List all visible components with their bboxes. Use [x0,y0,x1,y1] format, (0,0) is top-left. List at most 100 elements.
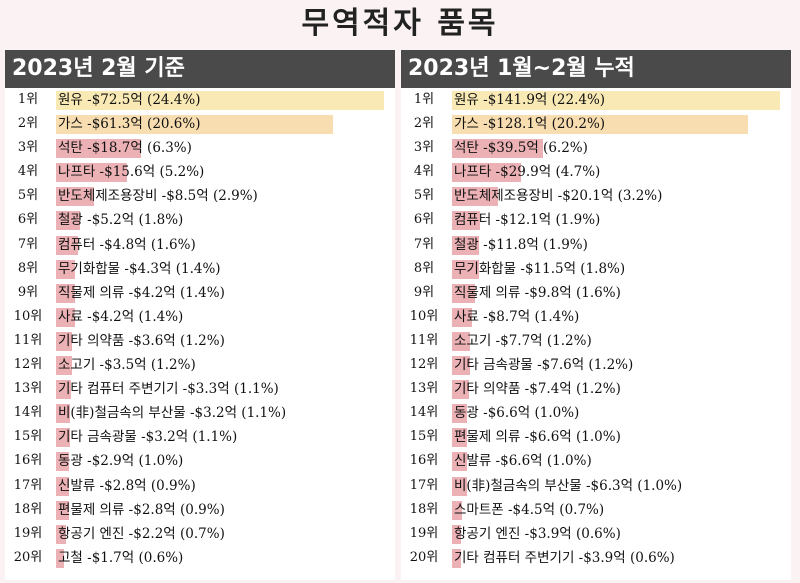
bar [56,307,75,327]
rank-label: 7위 [17,236,39,252]
bar-label: 항공기 엔진 -$2.2억 (0.7%) [58,525,225,542]
bar-row: 19위 항공기 엔진 -$3.9억 (0.6%) [401,522,791,546]
bar [56,91,384,110]
bar [56,452,70,472]
bar-label: 컴퓨터 -$12.1억 (1.9%) [454,212,601,229]
bar-list: 1위 원유 -$72.5억 (24.4%) 2위 가스 -$61.3억 (20.6%)… [5,88,395,570]
rank-label: 4위 [17,164,39,180]
rank-label: 12위 [409,357,439,373]
bar [56,428,71,448]
bar [452,476,467,496]
bar-label: 고철 -$1.7억 (0.6%) [58,549,184,566]
rank-label: 6위 [17,212,39,228]
bar-row: 6위 철광 -$5.2억 (1.8%) [5,208,395,232]
bar [56,115,334,135]
bar [56,283,75,303]
bar-row: 18위 편물제 의류 -$2.8억 (0.9%) [5,498,395,522]
bar-label: 비(非)철금속의 부산물 -$3.2억 (1.1%) [58,405,287,422]
bar [56,259,76,279]
bar-row: 20위 고철 -$1.7억 (0.6%) [5,546,395,570]
bar [452,211,480,231]
rank-label: 1위 [413,92,435,107]
bar-row: 7위 컴퓨터 -$4.8억 (1.6%) [5,233,395,257]
bar-label: 신발류 -$6.6억 (1.0%) [454,453,592,470]
bar-row: 9위 직물제 의류 -$4.2억 (1.4%) [5,281,395,305]
bar [56,235,78,255]
rank-label: 2위 [17,116,39,132]
bar-label: 반도체제조용장비 -$20.1억 (3.2%) [454,188,663,205]
rank-label: 11위 [13,332,43,348]
rank-label: 18위 [409,501,439,517]
bar-row: 3위 석탄 -$18.7억 (6.3%) [5,136,395,160]
bar-row: 10위 사료 -$8.7억 (1.4%) [401,305,791,329]
rank-label: 14위 [409,405,439,421]
bar-row: 17위 신발류 -$2.8억 (0.9%) [5,474,395,498]
rank-label: 6위 [413,212,435,228]
bar [452,428,468,448]
bar-label: 동광 -$6.6억 (1.0%) [454,405,580,422]
bar-row: 7위 철광 -$11.8억 (1.9%) [401,233,791,257]
bar-row: 13위 기타 의약품 -$7.4억 (1.2%) [401,377,791,401]
bar [452,187,499,207]
rank-label: 15위 [409,429,439,445]
bar-row: 8위 무기화합물 -$11.5억 (1.8%) [401,257,791,281]
bar [452,139,544,159]
rank-label: 9위 [17,284,39,300]
bar-label: 원유 -$72.5억 (24.4%) [58,92,201,108]
rank-label: 10위 [409,308,439,324]
bar-label: 사료 -$8.7억 (1.4%) [454,308,580,325]
bar-row: 4위 나프타 -$29.9억 (4.7%) [401,160,791,184]
bar-row: 13위 기타 컴퓨터 주변기기 -$3.3억 (1.1%) [5,377,395,401]
bar-row: 2위 가스 -$61.3억 (20.6%) [5,112,395,136]
bar [56,187,95,207]
bar-label: 스마트폰 -$4.5억 (0.7%) [454,501,605,518]
bar [452,259,479,279]
bar-row: 4위 나프타 -$15.6억 (5.2%) [5,160,395,184]
bar-row: 17위 비(非)철금속의 부산물 -$6.3억 (1.0%) [401,474,791,498]
bar-row: 8위 무기화합물 -$4.3억 (1.4%) [5,257,395,281]
bar [452,115,749,135]
panel-cumulative: 2023년 1월~2월 누적 1위 원유 -$141.9억 (22.4%) 2위 가스… [401,50,791,580]
page-title: 무역적자 품목 [301,6,499,41]
bar [452,91,780,110]
rank-label: 5위 [17,188,39,204]
bar [452,380,470,400]
bar [452,452,468,472]
bar-row: 12위 기타 금속광물 -$7.6억 (1.2%) [401,353,791,377]
bar-row: 2위 가스 -$128.1억 (20.2%) [401,112,791,136]
bar [452,500,463,520]
rank-label: 20위 [409,549,439,565]
bar [452,235,480,255]
rank-label: 11위 [409,332,439,348]
bar-row: 16위 신발류 -$6.6억 (1.0%) [401,449,791,473]
bar [452,331,470,351]
bar-label: 항공기 엔진 -$3.9억 (0.6%) [454,525,621,542]
bar-label: 동광 -$2.9억 (1.0%) [58,453,184,470]
bar-label: 기타 의약품 -$7.4억 (1.2%) [454,381,621,398]
bar [56,211,80,231]
bar-label: 편물제 의류 -$2.8억 (0.9%) [58,501,225,518]
bar-label: 가스 -$61.3억 (20.6%) [58,116,201,133]
bar [56,163,127,183]
rank-label: 13위 [13,381,43,397]
rank-label: 16위 [409,453,439,469]
rank-label: 15위 [13,429,43,445]
bar [56,404,71,424]
rank-label: 13위 [409,381,439,397]
bar [452,307,473,327]
bar [452,404,468,424]
bar-row: 5위 반도체제조용장비 -$8.5억 (2.9%) [5,184,395,208]
bar-row: 19위 항공기 엔진 -$2.2억 (0.7%) [5,522,395,546]
bar-row: 16위 동광 -$2.9억 (1.0%) [5,449,395,473]
bar-label: 기타 컴퓨터 주변기기 -$3.9억 (0.6%) [454,549,675,566]
bar-label: 기타 컴퓨터 주변기기 -$3.3억 (1.1%) [58,381,279,398]
rank-label: 1위 [17,92,39,107]
bar-label: 철광 -$11.8억 (1.9%) [454,236,588,253]
rank-label: 3위 [413,140,435,156]
bar [56,139,141,159]
bar-row: 11위 기타 의약품 -$3.6억 (1.2%) [5,329,395,353]
rank-label: 19위 [409,525,439,541]
bar-label: 소고기 -$7.7억 (1.2%) [454,332,592,349]
rank-label: 16위 [13,453,43,469]
